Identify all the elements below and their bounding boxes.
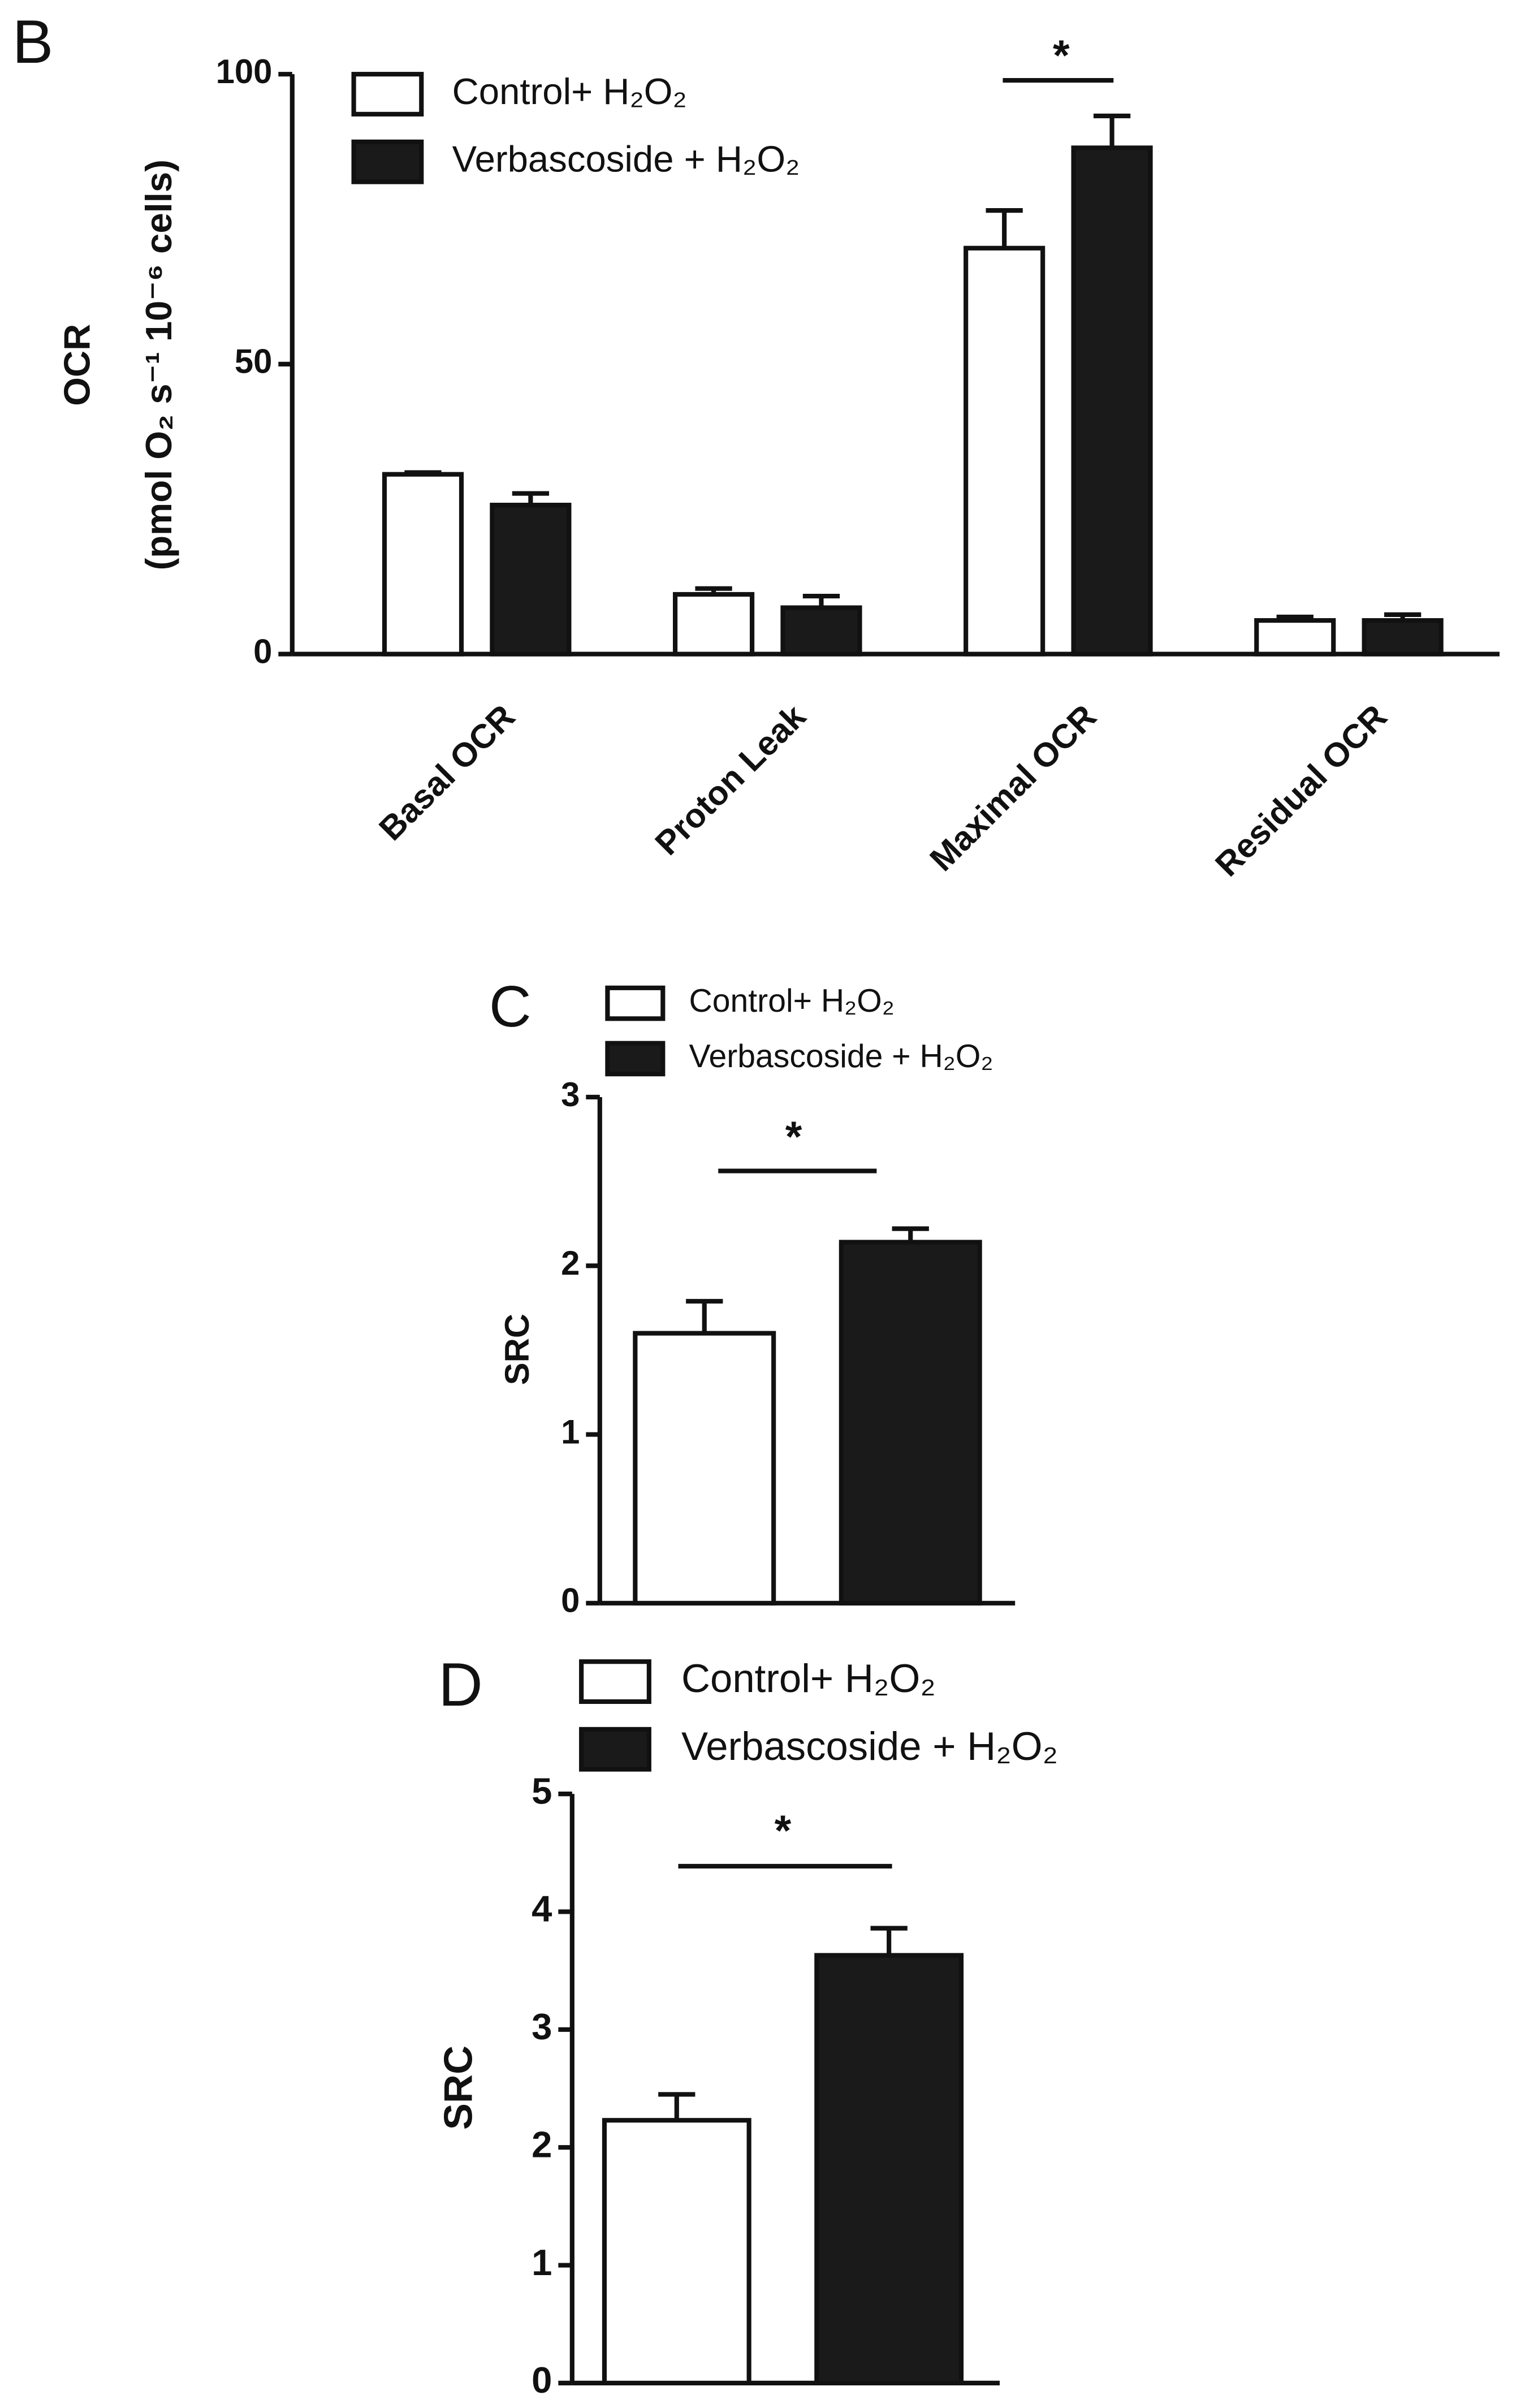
legend-swatch <box>605 985 666 1021</box>
legend-swatch <box>351 72 424 116</box>
y-tick-label: 50 <box>235 343 273 381</box>
y-axis-label: SRC <box>498 1314 536 1385</box>
legend-label: Verbascoside + H₂O₂ <box>689 1038 993 1074</box>
bar <box>633 1331 776 1606</box>
bar <box>1362 618 1444 657</box>
bar <box>964 245 1046 657</box>
y-tick-label: 4 <box>532 1888 552 1930</box>
legend-label: Control+ H₂O₂ <box>689 983 895 1019</box>
panel-label: D <box>438 1651 483 1719</box>
y-tick-label: 100 <box>216 53 273 90</box>
y-tick-label: 0 <box>532 2359 552 2401</box>
legend-label: Control+ H₂O₂ <box>452 71 687 112</box>
significance-label: * <box>775 1807 792 1855</box>
significance-label: * <box>785 1113 802 1161</box>
bar <box>1254 618 1336 657</box>
y-axis-label: OCR <box>57 324 98 406</box>
panel-label: C <box>489 973 532 1039</box>
bar <box>1071 145 1153 657</box>
bar <box>382 472 464 657</box>
legend-label: Verbascoside + H₂O₂ <box>681 1724 1058 1768</box>
significance-label: * <box>1053 32 1070 80</box>
y-tick-label: 5 <box>532 1770 552 1811</box>
x-tick-label: Proton Leak <box>648 697 813 862</box>
x-tick-label: Basal OCR <box>371 697 522 848</box>
y-tick-label: 3 <box>561 1076 580 1114</box>
x-tick-label: Residual OCR <box>1208 697 1394 883</box>
legend-swatch <box>351 139 424 184</box>
y-tick-label: 1 <box>532 2242 552 2283</box>
y-tick-label: 0 <box>253 632 272 670</box>
legend-label: Control+ H₂O₂ <box>681 1656 936 1701</box>
legend-swatch <box>579 1727 651 1772</box>
bar <box>839 1240 982 1606</box>
bar <box>602 2118 751 2385</box>
y-tick-label: 1 <box>561 1413 580 1451</box>
bar <box>814 1953 964 2385</box>
y-axis-label: SRC <box>436 2045 481 2130</box>
legend-label: Verbascoside + H₂O₂ <box>452 138 800 179</box>
y-axis-label: (pmol O₂ s⁻¹ 10⁻⁶ cells) <box>138 159 179 570</box>
x-tick-label: Maximal OCR <box>922 697 1103 878</box>
bar <box>673 592 755 657</box>
bar <box>490 502 572 657</box>
y-tick-label: 3 <box>532 2006 552 2047</box>
y-tick-label: 0 <box>561 1582 580 1620</box>
legend-swatch <box>579 1659 651 1704</box>
panel-label: B <box>12 8 54 76</box>
legend-swatch <box>605 1041 666 1077</box>
bar <box>780 605 862 657</box>
y-tick-label: 2 <box>561 1244 580 1282</box>
y-tick-label: 2 <box>532 2124 552 2165</box>
